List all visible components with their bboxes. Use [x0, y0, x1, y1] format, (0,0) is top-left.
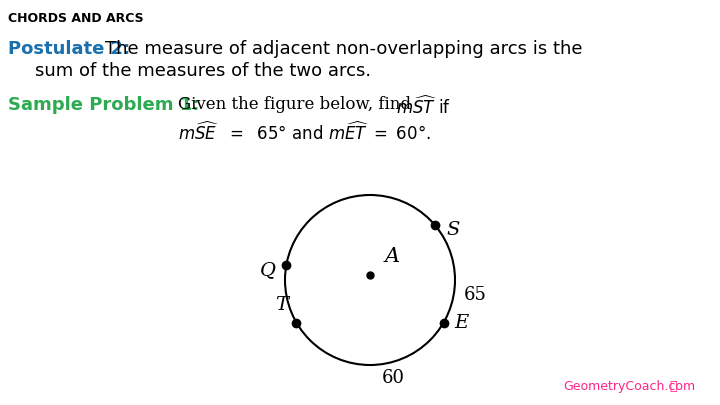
- Text: CHORDS AND ARCS: CHORDS AND ARCS: [8, 12, 143, 25]
- Text: Postulate 2:: Postulate 2:: [8, 40, 130, 58]
- Text: sum of the measures of the two arcs.: sum of the measures of the two arcs.: [35, 62, 371, 80]
- Text: Q: Q: [261, 261, 276, 279]
- Text: $m\widehat{SE}$  $=$  65° and $m\widehat{ET}$ $=$ 60°.: $m\widehat{SE}$ $=$ 65° and $m\widehat{E…: [178, 122, 431, 144]
- Text: Given the figure below, find: Given the figure below, find: [178, 96, 416, 113]
- Text: 65: 65: [464, 286, 487, 304]
- Text: 60: 60: [382, 369, 405, 387]
- Text: T: T: [275, 296, 288, 313]
- Text: A: A: [384, 247, 400, 266]
- Text: 🐾: 🐾: [670, 380, 677, 393]
- Text: S: S: [446, 222, 460, 239]
- Text: GeometryCoach.com: GeometryCoach.com: [563, 380, 695, 393]
- Text: $m\widehat{ST}$ if: $m\widehat{ST}$ if: [396, 96, 451, 118]
- Text: E: E: [454, 313, 469, 332]
- Text: The measure of adjacent non-overlapping arcs is the: The measure of adjacent non-overlapping …: [105, 40, 582, 58]
- Text: Sample Problem 1:: Sample Problem 1:: [8, 96, 199, 114]
